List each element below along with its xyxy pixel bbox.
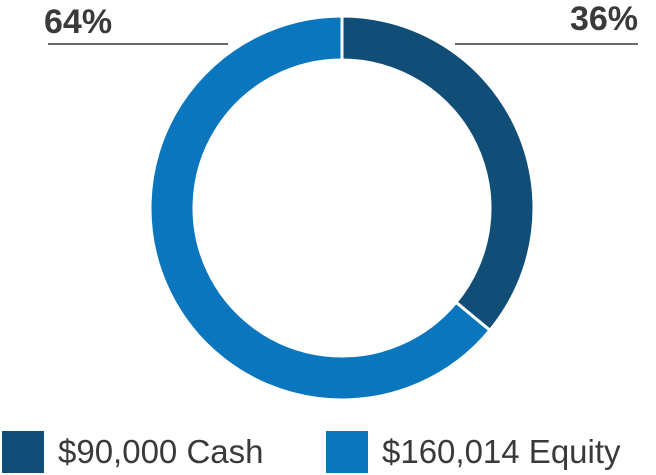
legend-item-equity: $160,014 Equity (326, 428, 621, 475)
legend-label-cash: $90,000 Cash (58, 433, 264, 470)
legend-swatch-cash (2, 430, 44, 473)
legend-label-equity: $160,014 Equity (382, 433, 621, 470)
donut-slice-equity (148, 14, 493, 402)
legend-swatch-equity (326, 430, 368, 473)
donut-slice-cash (340, 14, 536, 333)
percent-label-cash: 36% (570, 0, 638, 38)
legend: $90,000 Cash $160,014 Equity (0, 428, 656, 475)
legend-item-cash: $90,000 Cash (2, 428, 264, 475)
donut-slices (148, 14, 536, 402)
percent-label-equity: 64% (44, 3, 112, 41)
